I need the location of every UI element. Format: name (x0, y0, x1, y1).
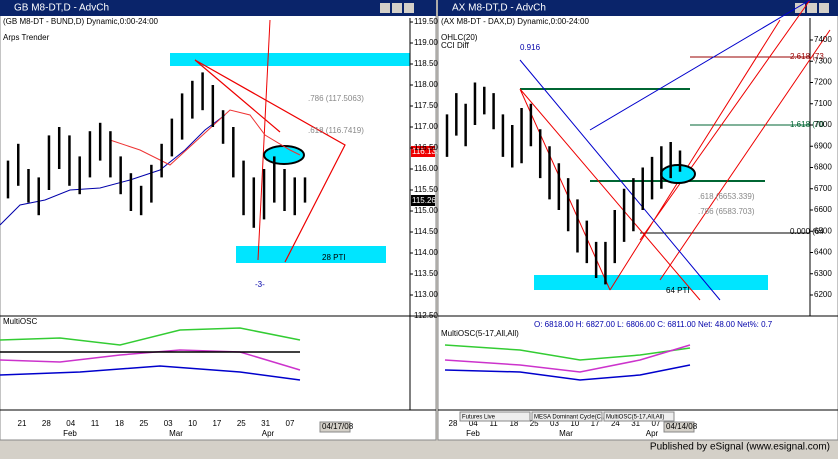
x-tick-label: 11 (489, 419, 498, 428)
minimize-button[interactable] (795, 3, 805, 13)
y-tick-label: 6400 (814, 248, 832, 257)
x-tick-label: 28 (449, 419, 458, 428)
close-button[interactable] (404, 3, 414, 13)
fib-label: .786 (6583.703) (698, 207, 755, 216)
y-tick-label: 116.00 (414, 164, 438, 173)
y-tick-label: 112.50 (414, 311, 438, 320)
window-title: AX M8-DT,D - AdvCh (452, 3, 546, 14)
last-price: 115.26 (412, 196, 436, 205)
fib-label: 2.618 (73 (790, 52, 824, 61)
x-tick-label: 04 (469, 419, 478, 428)
pti-label: 64 PTI (666, 286, 690, 295)
indicator-label: Arps Trender (3, 33, 50, 42)
footer: Published by eSignal (www.esignal.com) (650, 442, 830, 453)
month-label: Feb (466, 429, 480, 438)
chart-subtitle: (AX M8-DT - DAX,D) Dynamic,0:00-24:00 (441, 17, 589, 26)
wave-count: -3- (255, 280, 265, 289)
y-tick-label: 117.00 (414, 122, 438, 131)
minimize-button[interactable] (380, 3, 390, 13)
y-tick-label: 113.00 (414, 290, 438, 299)
month-label: Apr (262, 429, 275, 438)
x-tick-label: 25 (139, 419, 148, 428)
chart-subtitle: (GB M8-DT - BUND,D) Dynamic,0:00-24:00 (3, 17, 159, 26)
x-tick-label: 17 (212, 419, 221, 428)
x-tick-label: 18 (509, 419, 518, 428)
y-tick-label: 7100 (814, 99, 832, 108)
x-tick-label: 04 (66, 419, 75, 428)
y-tick-label: 115.00 (414, 206, 438, 215)
pti-label: 28 PTI (322, 253, 346, 262)
maximize-button[interactable] (392, 3, 402, 13)
maximize-button[interactable] (807, 3, 817, 13)
x-tick-label: 07 (286, 419, 295, 428)
y-tick-label: 6300 (814, 269, 832, 278)
y-tick-label: 6800 (814, 163, 832, 172)
y-tick-label: 117.50 (414, 101, 438, 110)
x-tick-label: 03 (550, 419, 559, 428)
x-tick-label: 10 (570, 419, 579, 428)
fib-label: .618 (116.7419) (308, 126, 364, 135)
x-tick-label: 07 (652, 419, 661, 428)
fib-label: 1.618 (70 (790, 120, 824, 129)
y-tick-label: 119.00 (414, 38, 438, 47)
fib-label: .786 (117.5063) (308, 94, 364, 103)
indicator-label: OHLC(20) (441, 33, 478, 42)
y-tick-label: 118.50 (414, 59, 438, 68)
y-tick-label: 7000 (814, 120, 832, 129)
month-label: Feb (63, 429, 77, 438)
month-label: Mar (559, 429, 573, 438)
x-tick-label: 24 (611, 419, 620, 428)
y-tick-label: 114.00 (414, 248, 438, 257)
x-tick-label: 18 (115, 419, 124, 428)
y-tick-label: 7300 (814, 56, 832, 65)
x-tick-label: 25 (237, 419, 246, 428)
x-tick-label: 25 (530, 419, 539, 428)
y-tick-label: 6200 (814, 290, 832, 299)
tab[interactable] (531, 411, 603, 422)
tab[interactable] (603, 411, 675, 422)
y-tick-label: 7400 (814, 35, 832, 44)
fib-label: .618 (6653.339) (698, 192, 755, 201)
x-tick-label: 31 (261, 419, 270, 428)
y-tick-label: 6900 (814, 141, 832, 150)
x-tick-label: 28 (42, 419, 51, 428)
y-tick-label: 114.50 (414, 227, 438, 236)
osc-title: MultiOSC (3, 317, 37, 326)
y-tick-label: 115.50 (414, 185, 438, 194)
x-tick-label: 11 (91, 419, 100, 428)
indicator-label: CCI Diff (441, 41, 470, 50)
fib-label: 0.000 (64 (790, 227, 824, 236)
y-tick-label: 6700 (814, 184, 832, 193)
fib-label: 0.916 (520, 43, 541, 52)
price-tag: 116.1330 (412, 147, 445, 156)
x-tick-label: 03 (164, 419, 173, 428)
close-button[interactable] (819, 3, 829, 13)
x-tick-label: 10 (188, 419, 197, 428)
tab[interactable] (459, 411, 531, 422)
y-tick-label: 116.50 (414, 143, 438, 152)
window-title: GB M8-DT,D - AdvCh (14, 3, 109, 14)
osc-title: MultiOSC(5-17,All,All) (441, 329, 519, 338)
x-tick-label: 21 (18, 419, 27, 428)
tab-label: Futures Live (462, 415, 496, 421)
y-tick-label: 6500 (814, 226, 832, 235)
y-tick-label: 113.50 (414, 269, 438, 278)
date-badge: 04/17/08 (322, 422, 354, 431)
y-tick-label: 6600 (814, 205, 832, 214)
date-badge: 04/14/08 (666, 422, 698, 431)
y-tick-label: 118.00 (414, 80, 438, 89)
month-label: Apr (646, 429, 659, 438)
ohlc-readout: O: 6818.00 H: 6827.00 L: 6806.00 C: 6811… (534, 320, 773, 329)
tab-label: MultiOSC(5-17,All,All) (606, 415, 664, 421)
tab-label: MESA Dominant Cycle(C... (534, 415, 606, 421)
x-tick-label: 17 (591, 419, 600, 428)
y-tick-label: 7200 (814, 78, 832, 87)
y-tick-label: 119.50 (414, 17, 438, 26)
month-label: Mar (169, 429, 183, 438)
x-tick-label: 31 (631, 419, 640, 428)
